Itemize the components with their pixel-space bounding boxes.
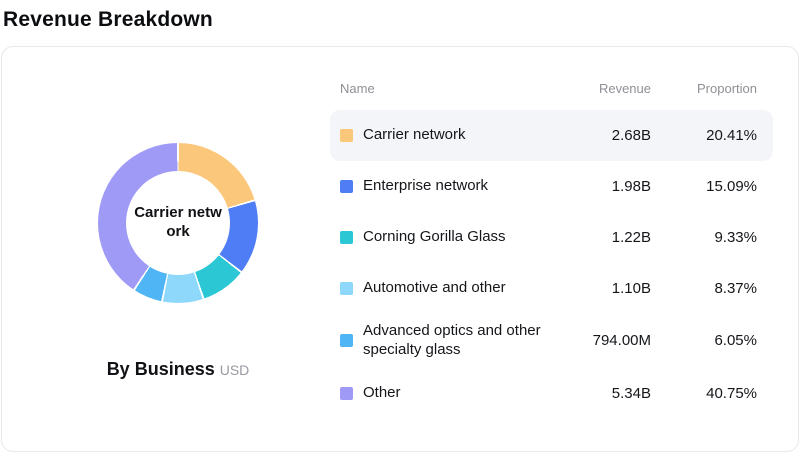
series-revenue: 2.68B bbox=[611, 127, 651, 144]
series-revenue: 1.10B bbox=[611, 280, 651, 297]
series-name-cell: Carrier network bbox=[340, 126, 551, 145]
series-revenue: 1.22B bbox=[611, 229, 651, 246]
table-body: Carrier network 2.68B 20.41% Enterprise … bbox=[330, 110, 773, 419]
table-row[interactable]: Other 5.34B 40.75% bbox=[330, 368, 773, 419]
chart-caption: By Business USD bbox=[107, 359, 250, 380]
series-color-swatch bbox=[340, 282, 353, 295]
series-name-cell: Automotive and other bbox=[340, 279, 551, 298]
breakdown-table: Name Revenue Proportion Carrier network … bbox=[330, 47, 798, 451]
column-header-proportion: Proportion bbox=[697, 81, 757, 96]
series-color-swatch bbox=[340, 180, 353, 193]
donut-chart[interactable]: Carrier network bbox=[98, 143, 258, 303]
donut-center-label: Carrier network bbox=[134, 204, 222, 240]
series-name-cell: Corning Gorilla Glass bbox=[340, 228, 551, 247]
table-row[interactable]: Automotive and other 1.10B 8.37% bbox=[330, 263, 773, 314]
donut-chart-panel: Carrier network By Business USD bbox=[2, 47, 330, 451]
table-row[interactable]: Carrier network 2.68B 20.41% bbox=[330, 110, 773, 161]
series-name-cell: Advanced optics and other specialty glas… bbox=[340, 322, 551, 360]
series-color-swatch bbox=[340, 386, 353, 400]
donut-center: Carrier network bbox=[126, 171, 230, 275]
series-color-swatch bbox=[340, 231, 353, 244]
series-proportion: 20.41% bbox=[706, 127, 757, 144]
series-revenue: 1.98B bbox=[611, 178, 651, 195]
series-proportion: 15.09% bbox=[706, 178, 757, 195]
revenue-breakdown-page: Revenue Breakdown Carrier network By Bus… bbox=[0, 8, 800, 452]
chart-caption-unit: USD bbox=[219, 362, 250, 378]
series-proportion: 9.33% bbox=[714, 229, 757, 246]
series-name-cell: Other bbox=[340, 384, 551, 403]
series-name: Corning Gorilla Glass bbox=[363, 228, 506, 246]
column-header-name: Name bbox=[340, 81, 375, 96]
series-name: Advanced optics and other specialty glas… bbox=[363, 322, 541, 358]
series-name: Automotive and other bbox=[363, 279, 506, 297]
table-header: Name Revenue Proportion bbox=[330, 81, 773, 110]
table-row[interactable]: Corning Gorilla Glass 1.22B 9.33% bbox=[330, 212, 773, 263]
table-row[interactable]: Enterprise network 1.98B 15.09% bbox=[330, 161, 773, 212]
series-name: Enterprise network bbox=[363, 177, 489, 195]
series-proportion: 40.75% bbox=[706, 384, 757, 402]
series-name: Other bbox=[363, 383, 401, 401]
revenue-breakdown-card: Carrier network By Business USD Name Reve… bbox=[1, 46, 799, 452]
series-color-swatch bbox=[340, 334, 353, 348]
series-color-swatch bbox=[340, 129, 353, 142]
table-row[interactable]: Advanced optics and other specialty glas… bbox=[330, 314, 773, 368]
column-header-revenue: Revenue bbox=[598, 81, 651, 96]
series-revenue: 794.00M bbox=[592, 332, 651, 350]
series-revenue: 5.34B bbox=[611, 384, 651, 402]
series-proportion: 8.37% bbox=[714, 280, 757, 297]
series-proportion: 6.05% bbox=[714, 332, 757, 350]
series-name: Carrier network bbox=[363, 126, 466, 144]
series-name-cell: Enterprise network bbox=[340, 177, 551, 196]
page-title: Revenue Breakdown bbox=[3, 8, 213, 31]
chart-caption-title: By Business bbox=[106, 359, 215, 379]
